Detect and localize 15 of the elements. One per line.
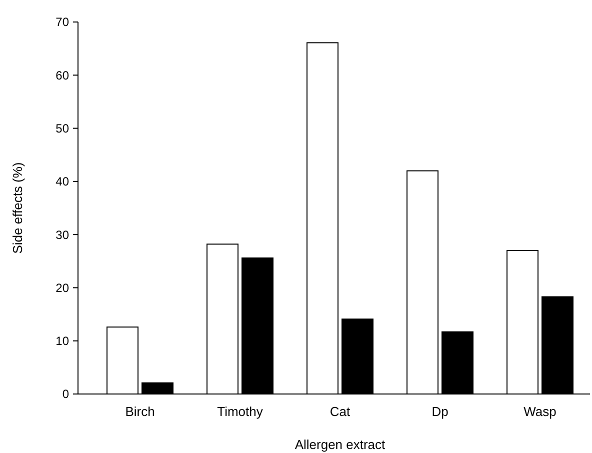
y-tick-label: 60	[56, 68, 70, 82]
y-tick-label: 0	[62, 387, 70, 402]
x-axis-title: Allergen extract	[294, 437, 386, 452]
x-tick-label: Dp	[432, 404, 448, 419]
x-tick-label: Birch	[125, 404, 155, 419]
x-tick-label: Wasp	[524, 404, 556, 419]
y-axis-title: Side effects (%)	[10, 162, 25, 254]
y-tick-label: 20	[56, 280, 70, 295]
y-tick-label: 30	[56, 228, 70, 242]
y-tick-label: 40	[56, 174, 70, 189]
x-tick-label: Timothy	[217, 404, 264, 419]
y-tick-label: 50	[56, 121, 70, 136]
x-tick-label: Cat	[330, 404, 350, 419]
y-tick-label: 70	[56, 15, 70, 30]
y-tick-label: 10	[56, 334, 70, 348]
